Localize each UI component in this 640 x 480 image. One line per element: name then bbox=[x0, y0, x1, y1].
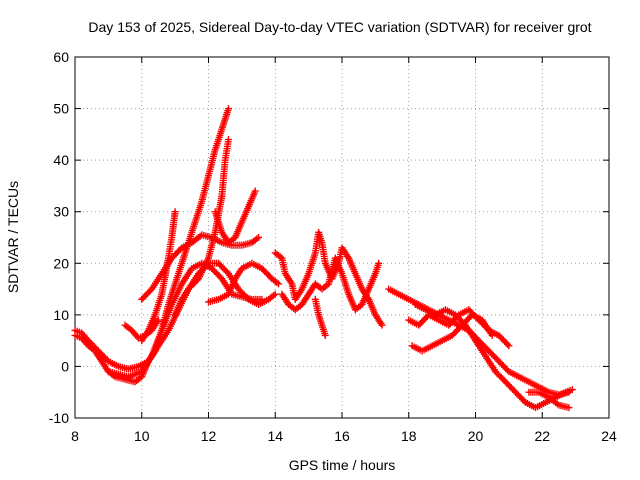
data-point bbox=[505, 342, 513, 350]
data-point bbox=[225, 136, 233, 144]
series-trace-8 bbox=[121, 316, 162, 342]
x-tick-label: 10 bbox=[134, 428, 150, 444]
data-point bbox=[378, 321, 386, 329]
data-point bbox=[251, 187, 259, 195]
chart-title: Day 153 of 2025, Sidereal Day-to-day VTE… bbox=[88, 19, 591, 35]
data-point bbox=[193, 276, 201, 284]
y-tick-label: 50 bbox=[53, 101, 69, 117]
series-trace-3 bbox=[71, 105, 233, 373]
x-tick-label: 24 bbox=[601, 428, 617, 444]
axis-ticks: 8 10 12 14 16 18 20 22 24 -10 0 10 20 30 40 50 60 bbox=[49, 49, 617, 444]
series-trace-16 bbox=[525, 388, 573, 412]
data-point bbox=[565, 404, 573, 412]
data-point bbox=[171, 208, 179, 216]
series-trace-2 bbox=[104, 259, 266, 381]
y-tick-label: 20 bbox=[53, 255, 69, 271]
data-point bbox=[503, 340, 511, 348]
data-point bbox=[375, 259, 383, 267]
y-tick-label: 30 bbox=[53, 204, 69, 220]
series-trace-7 bbox=[211, 187, 259, 247]
data-point bbox=[275, 280, 283, 288]
series-trace-9 bbox=[205, 259, 283, 306]
series-trace-12 bbox=[311, 295, 329, 339]
data-point bbox=[271, 290, 279, 298]
y-tick-label: -10 bbox=[49, 410, 69, 426]
series-trace-17 bbox=[405, 306, 513, 350]
x-tick-label: 18 bbox=[401, 428, 417, 444]
y-tick-label: 0 bbox=[61, 358, 69, 374]
x-tick-label: 14 bbox=[267, 428, 283, 444]
series-trace-11 bbox=[278, 254, 383, 314]
grid-lines bbox=[75, 57, 609, 418]
y-axis-label: SDTVAR / TECUs bbox=[5, 181, 21, 293]
x-tick-label: 16 bbox=[334, 428, 350, 444]
data-point bbox=[321, 331, 329, 339]
x-tick-label: 22 bbox=[534, 428, 550, 444]
data-point bbox=[154, 316, 162, 324]
x-axis-label: GPS time / hours bbox=[289, 457, 396, 473]
y-tick-label: 60 bbox=[53, 49, 69, 65]
data-point bbox=[255, 234, 263, 241]
data-markers bbox=[71, 105, 576, 412]
data-point bbox=[258, 295, 266, 303]
x-tick-label: 20 bbox=[468, 428, 484, 444]
y-tick-label: 10 bbox=[53, 307, 69, 323]
series-trace-4 bbox=[171, 136, 233, 319]
data-point bbox=[568, 386, 576, 394]
x-tick-label: 8 bbox=[71, 428, 79, 444]
x-tick-label: 12 bbox=[201, 428, 217, 444]
y-tick-label: 40 bbox=[53, 152, 69, 168]
data-point bbox=[225, 105, 233, 113]
